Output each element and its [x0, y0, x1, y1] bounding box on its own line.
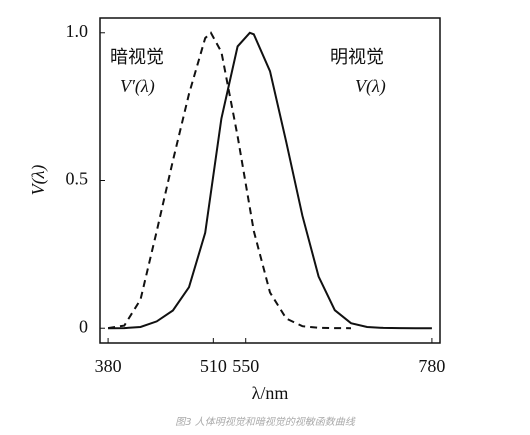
y-axis-label: V(λ)	[28, 165, 49, 196]
x-tick-label: 550	[232, 356, 259, 376]
x-tick-label: 510	[200, 356, 227, 376]
x-tick-label: 380	[95, 356, 122, 376]
annotation: 暗视觉	[110, 47, 164, 68]
annotation: 明视觉	[330, 47, 384, 68]
x-axis-label: λ/nm	[252, 383, 289, 403]
y-tick-label: 0.5	[66, 169, 89, 189]
y-tick-label: 1.0	[66, 21, 89, 41]
caption: 图3 人体明视觉和暗视觉的视敏函数曲线	[175, 416, 356, 428]
x-tick-label: 780	[418, 356, 445, 376]
series-line	[108, 31, 432, 330]
y-tick-label: 0	[79, 316, 88, 336]
annotation: V′(λ)	[120, 76, 155, 97]
annotation: V(λ)	[355, 76, 386, 97]
